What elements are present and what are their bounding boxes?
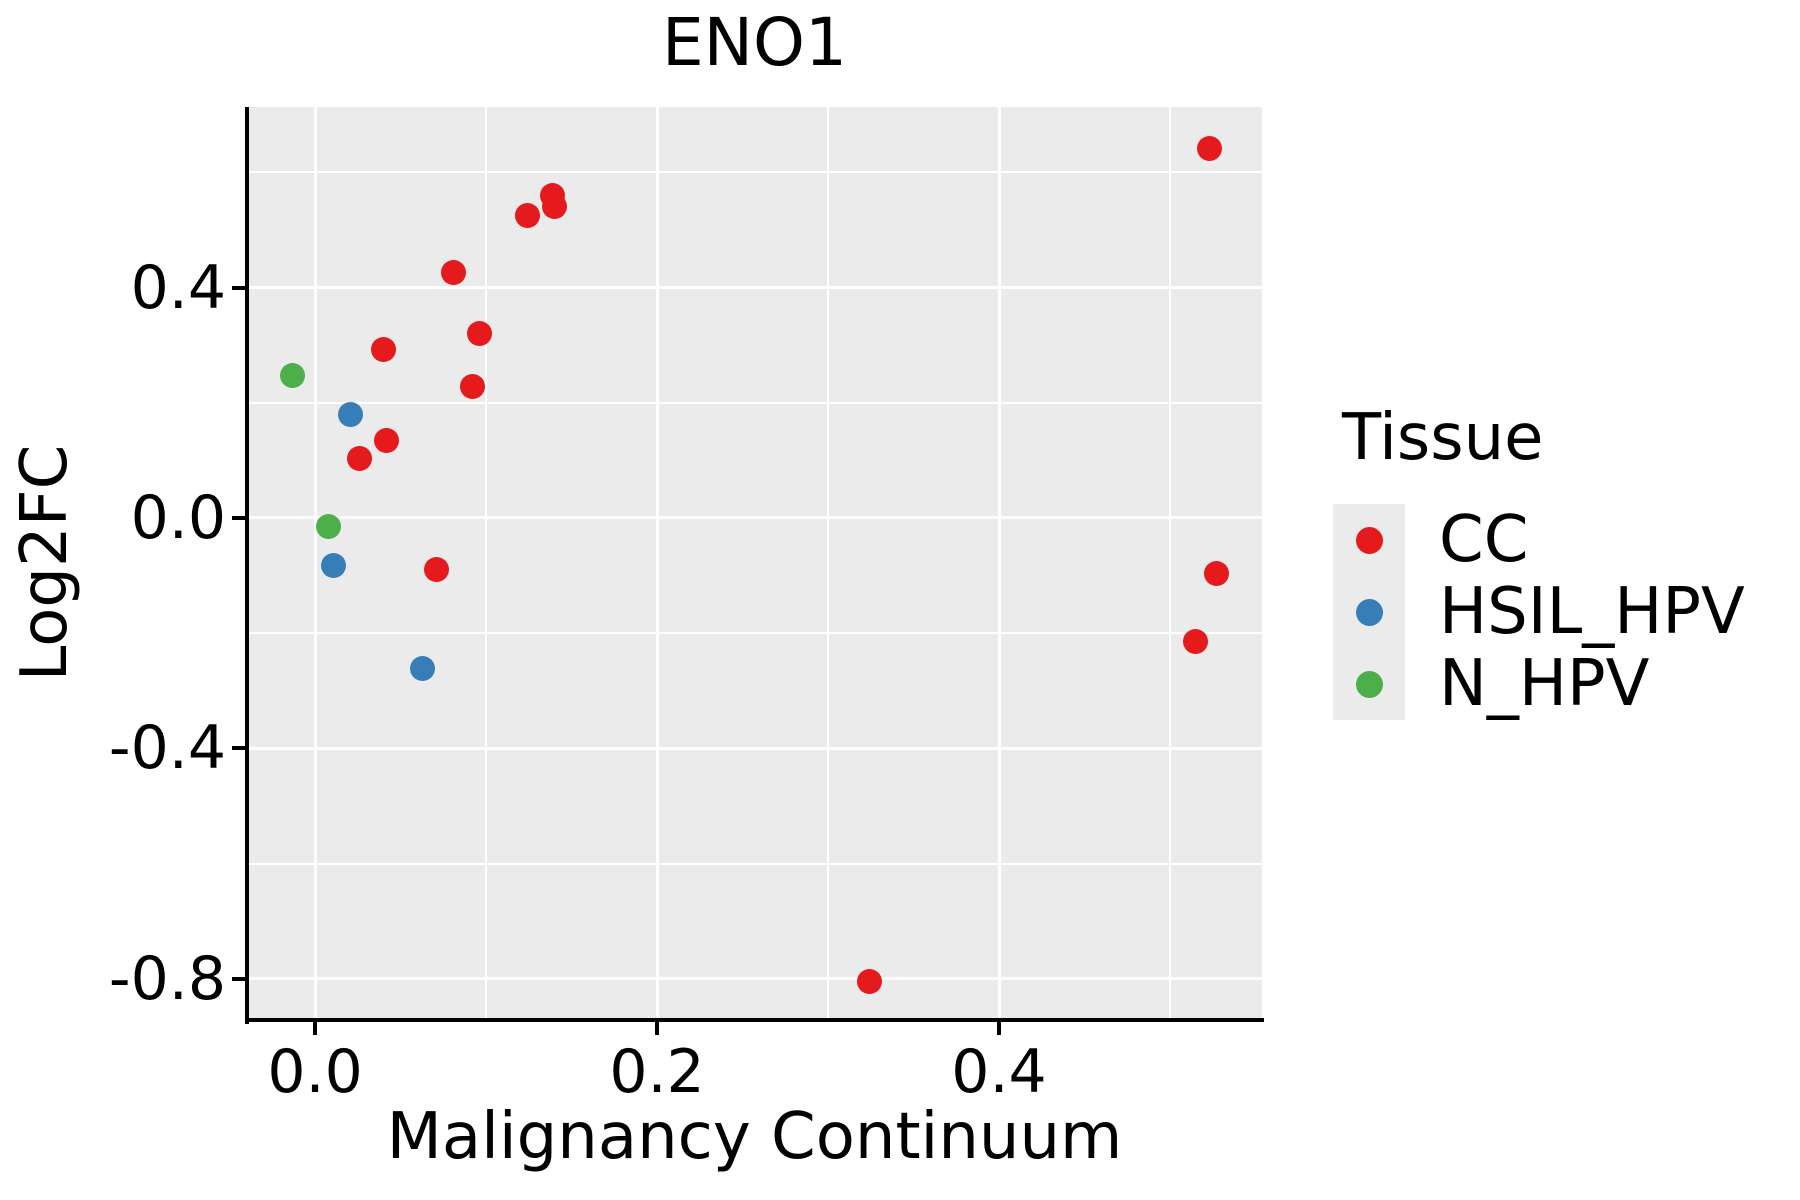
gridline-minor-x — [485, 107, 488, 1020]
data-point-CC — [856, 968, 882, 994]
gridline-minor-y — [247, 401, 1262, 404]
data-point-CC — [1183, 629, 1209, 655]
gridline-major-y — [247, 516, 1262, 520]
x-axis-line — [245, 1018, 1264, 1022]
data-point-CC — [423, 557, 449, 583]
data-point-N_HPV — [280, 362, 306, 388]
gridline-minor-y — [247, 632, 1262, 635]
data-point-HSIL_HPV — [410, 656, 436, 682]
data-point-CC — [1203, 561, 1229, 587]
legend-item-label: HSIL_HPV — [1439, 575, 1745, 649]
data-point-CC — [347, 445, 372, 471]
data-point-CC — [466, 320, 492, 346]
gridline-minor-x — [827, 107, 830, 1020]
x-tick-label: 0.2 — [609, 1037, 705, 1107]
gridline-minor-y — [247, 171, 1262, 174]
legend-key — [1333, 576, 1405, 648]
data-point-CC — [541, 194, 567, 220]
legend-item-CC: CC — [1333, 504, 1745, 576]
legend-key — [1333, 504, 1405, 576]
hsil_hpv-dot-icon — [1356, 599, 1383, 626]
gridline-major-y — [247, 746, 1262, 750]
plot-panel — [247, 107, 1262, 1020]
x-tick-label: 0.0 — [267, 1037, 363, 1107]
y-tick-label: -0.4 — [108, 713, 226, 784]
x-tick-label: 0.4 — [951, 1037, 1047, 1107]
legend-title: Tissue — [1342, 401, 1544, 475]
x-tick-mark — [997, 1022, 1002, 1035]
x-tick-mark — [313, 1022, 318, 1035]
data-point-CC — [370, 336, 396, 362]
gridline-minor-x — [1169, 107, 1171, 1020]
gridline-major-x — [655, 107, 659, 1020]
y-tick-label: 0.0 — [130, 482, 226, 553]
data-point-CC — [459, 373, 485, 399]
gridline-minor-y — [247, 862, 1262, 865]
y-tick-mark — [232, 746, 245, 751]
data-point-CC — [441, 259, 467, 285]
x-tick-mark — [655, 1022, 660, 1035]
data-point-HSIL_HPV — [321, 552, 347, 578]
y-tick-mark — [232, 285, 245, 290]
y-axis-line — [245, 107, 249, 1024]
gridline-major-x — [997, 107, 1001, 1020]
y-tick-mark — [232, 976, 245, 981]
data-point-N_HPV — [316, 513, 342, 539]
legend-key — [1333, 648, 1405, 720]
data-point-CC — [1196, 136, 1222, 162]
legend-item-HSIL_HPV: HSIL_HPV — [1333, 576, 1745, 648]
cc-dot-icon — [1356, 527, 1383, 554]
data-point-CC — [374, 427, 400, 453]
gridline-major-y — [247, 977, 1262, 981]
legend-item-N_HPV: N_HPV — [1333, 648, 1745, 720]
chart-title: ENO1 — [661, 4, 847, 81]
data-point-HSIL_HPV — [338, 402, 364, 428]
legend-item-label: CC — [1439, 503, 1529, 577]
legend-item-label: N_HPV — [1439, 647, 1650, 721]
y-tick-label: -0.8 — [108, 943, 226, 1014]
n_hpv-dot-icon — [1356, 671, 1383, 698]
y-axis-label: Log2FC — [8, 444, 82, 682]
x-axis-label: Malignancy Continuum — [386, 1100, 1123, 1174]
data-point-CC — [514, 202, 540, 228]
gridline-major-y — [247, 286, 1262, 290]
gridline-major-x — [313, 107, 317, 1020]
legend-items: CC HSIL_HPV N_HPV — [1333, 504, 1745, 720]
y-tick-label: 0.4 — [130, 252, 226, 323]
y-tick-mark — [232, 515, 245, 520]
